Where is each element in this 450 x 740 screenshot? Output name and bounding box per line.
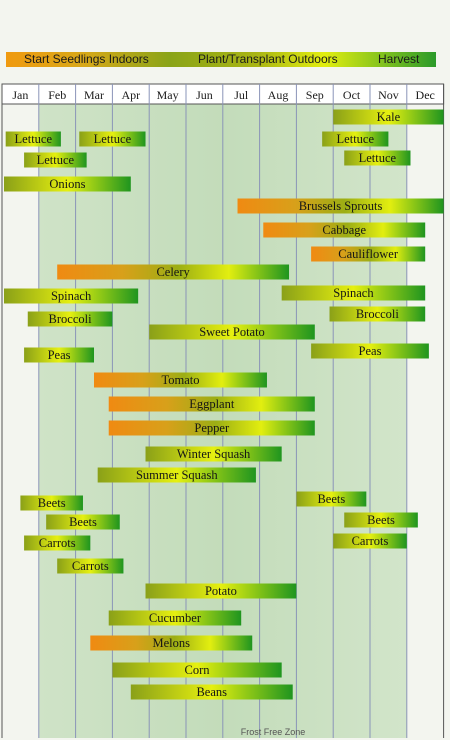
bar-label: Carrots <box>352 534 389 548</box>
bar-label: Sweet Potato <box>199 325 265 339</box>
month-label: Dec <box>416 88 435 102</box>
bar-label: Kale <box>377 110 401 124</box>
month-label: Sep <box>306 88 324 102</box>
bar-carrots <box>24 535 91 551</box>
bar-lettuce <box>344 150 411 166</box>
bar-label: Lettuce <box>337 132 375 146</box>
bar-label: Eggplant <box>189 397 235 411</box>
bar-peas <box>311 343 429 359</box>
bar-lettuce <box>79 131 146 147</box>
bar-cucumber <box>108 610 242 626</box>
bar-carrots <box>333 533 407 549</box>
bar-lettuce <box>322 131 389 147</box>
month-label: Jul <box>234 88 249 102</box>
bar-label: Celery <box>156 265 190 279</box>
bar-carrots <box>57 558 124 574</box>
bar-label: Cauliflower <box>338 247 399 261</box>
bar-winter-squash <box>145 446 282 462</box>
bar-kale <box>333 109 444 125</box>
bar-label: Onions <box>49 177 85 191</box>
bar-label: Beets <box>69 515 97 529</box>
bar-beans <box>130 684 293 700</box>
bar-cauliflower <box>311 246 426 262</box>
bar-spinach <box>4 288 139 304</box>
bar-pepper <box>108 420 315 436</box>
legend-harvest-label: Harvest <box>378 52 420 66</box>
bar-label: Spinach <box>333 286 374 300</box>
bar-label: Cucumber <box>149 611 202 625</box>
bar-broccoli <box>27 311 113 327</box>
bar-label: Carrots <box>72 559 109 573</box>
bar-label: Pepper <box>194 421 230 435</box>
bar-peas <box>24 347 94 363</box>
month-label: Nov <box>378 88 399 102</box>
bar-label: Broccoli <box>49 312 93 326</box>
bar-summer-squash <box>97 467 256 483</box>
bar-eggplant <box>108 396 315 412</box>
month-label: Feb <box>48 88 66 102</box>
bar-beets <box>296 491 367 507</box>
bar-label: Beans <box>196 685 227 699</box>
bar-label: Lettuce <box>15 132 53 146</box>
bar-label: Tomato <box>161 373 199 387</box>
bar-spinach <box>281 285 426 301</box>
bar-label: Summer Squash <box>136 468 218 482</box>
bar-label: Broccoli <box>356 307 400 321</box>
legend-bar: Start Seedlings Indoors Plant/Transplant… <box>6 52 436 67</box>
bar-label: Beets <box>317 492 345 506</box>
bar-lettuce <box>5 131 61 147</box>
month-label: Jan <box>12 88 28 102</box>
legend-plant-label: Plant/Transplant Outdoors <box>198 52 338 66</box>
bar-cabbage <box>263 222 426 238</box>
bar-label: Beets <box>367 513 395 527</box>
month-label: Aug <box>268 88 289 102</box>
bar-label: Brussels Sprouts <box>299 199 383 213</box>
bar-beets <box>20 495 83 511</box>
bar-melons <box>90 635 253 651</box>
month-label: Oct <box>343 88 361 102</box>
bar-label: Potato <box>205 584 237 598</box>
bar-label: Lettuce <box>359 151 397 165</box>
bar-celery <box>57 264 290 280</box>
bar-potato <box>145 583 297 599</box>
bar-label: Lettuce <box>37 153 75 167</box>
bar-sweet-potato <box>149 324 315 340</box>
bar-label: Winter Squash <box>177 447 251 461</box>
bar-label: Cabbage <box>322 223 366 237</box>
bar-label: Peas <box>48 348 71 362</box>
month-label: Apr <box>121 88 140 102</box>
month-label: May <box>157 88 179 102</box>
bar-corn <box>112 662 282 678</box>
month-label: Jun <box>196 88 213 102</box>
bar-beets <box>46 514 120 530</box>
bar-onions <box>4 176 131 192</box>
bar-label: Melons <box>153 636 191 650</box>
month-label: Mar <box>84 88 104 102</box>
bar-lettuce <box>24 152 87 168</box>
bar-label: Beets <box>38 496 66 510</box>
bar-label: Peas <box>359 344 382 358</box>
bar-label: Corn <box>185 663 211 677</box>
bar-label: Lettuce <box>94 132 132 146</box>
bar-beets <box>344 512 418 528</box>
frost-free-zone-label: Frost Free Zone <box>241 727 306 737</box>
legend-start-label: Start Seedlings Indoors <box>24 52 149 66</box>
bar-tomato <box>94 372 267 388</box>
bar-broccoli <box>329 306 426 322</box>
bar-label: Spinach <box>51 289 92 303</box>
bar-brussels-sprouts <box>237 198 444 214</box>
bar-label: Carrots <box>39 536 76 550</box>
